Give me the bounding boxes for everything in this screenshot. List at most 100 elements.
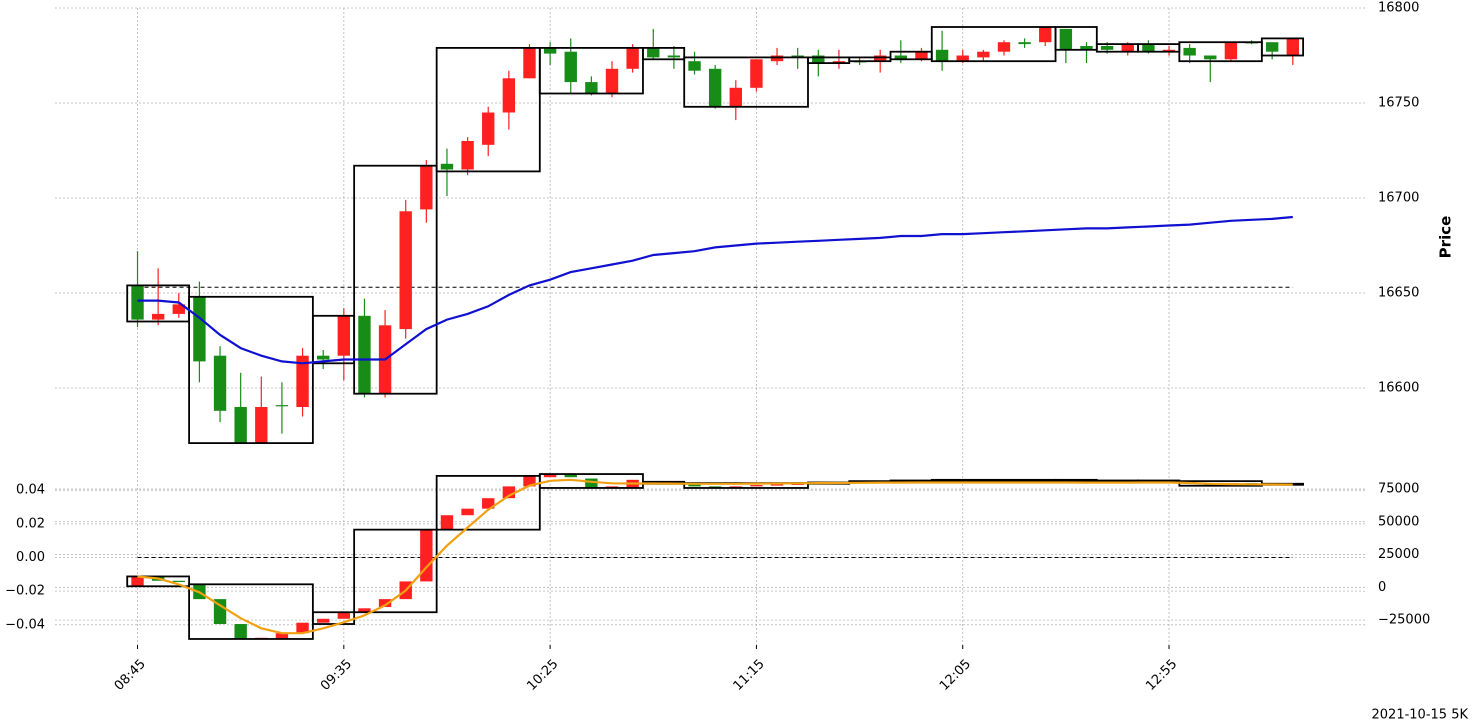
range-box <box>188 295 314 444</box>
candle-body <box>378 599 392 607</box>
footer: 2021-10-15 5K <box>1372 708 1469 723</box>
candle-body <box>1286 38 1299 56</box>
range-box <box>538 47 644 95</box>
range-box <box>642 47 686 61</box>
candle-body <box>564 51 577 83</box>
candle-body <box>585 478 598 488</box>
candle-body <box>296 355 309 407</box>
candle-body <box>193 296 206 362</box>
candle-body <box>502 486 516 499</box>
y-tick-label: 0 <box>1378 580 1386 595</box>
range-box <box>353 164 438 395</box>
candle-body <box>688 483 701 487</box>
x-tick-label: 08:45 <box>112 657 149 694</box>
candle-body <box>626 47 639 69</box>
y-tick-label: 16600 <box>1378 381 1419 396</box>
candle-body <box>915 51 928 60</box>
candle-body <box>461 508 474 516</box>
candle-body <box>172 304 185 314</box>
range-box <box>188 583 314 640</box>
y-tick-label: 16750 <box>1378 96 1419 111</box>
candle-body <box>440 515 454 530</box>
y-tick-label: −0.02 <box>5 584 45 599</box>
range-box <box>1054 26 1098 51</box>
x-tick-label: 12:05 <box>937 657 974 694</box>
range-box <box>1260 37 1305 57</box>
x-tick-label: 10:25 <box>524 657 561 694</box>
candle-body <box>708 68 722 107</box>
range-box <box>889 479 933 483</box>
y-tick-label: 75000 <box>1378 482 1419 497</box>
candle-body <box>791 55 804 57</box>
candle-body <box>832 61 846 64</box>
candle-body <box>482 498 495 509</box>
candle-body <box>337 315 351 356</box>
candle-body <box>812 55 825 64</box>
candle-body <box>667 55 681 58</box>
candle-body <box>213 355 227 411</box>
candle-body <box>399 211 412 330</box>
candle-body <box>564 474 577 478</box>
candle-body <box>275 633 289 639</box>
candle-body <box>977 51 990 58</box>
candle-body <box>1100 46 1114 50</box>
y-tick-label: 16650 <box>1378 286 1419 301</box>
candle-body <box>337 612 351 619</box>
candle-body <box>523 47 536 79</box>
range-box <box>930 26 1057 63</box>
y-tick-label: 16700 <box>1378 191 1419 206</box>
range-box <box>1054 478 1098 483</box>
candle-body <box>750 485 763 487</box>
candle-body <box>874 55 887 62</box>
candle-body <box>523 475 536 487</box>
candle-body <box>956 55 969 62</box>
range-box <box>126 575 190 588</box>
candle-body <box>420 529 433 582</box>
candle-body <box>440 163 454 170</box>
y-tick-label: 0.00 <box>16 550 45 565</box>
candle-body <box>1039 27 1052 43</box>
candle-body <box>461 141 474 170</box>
candle-body <box>997 42 1011 52</box>
candle-body <box>605 68 619 94</box>
candle-body <box>1142 44 1155 52</box>
candle-body <box>605 486 619 488</box>
line-series <box>137 215 1293 365</box>
x-tick-label: 09:35 <box>318 657 355 694</box>
candle-body <box>894 55 908 60</box>
y-tick-label: −25000 <box>1378 613 1430 628</box>
candle-body <box>131 285 144 320</box>
candle-body <box>151 313 165 320</box>
x-tick-label: 12:55 <box>1143 657 1180 694</box>
candle-body <box>420 165 433 210</box>
y-tick-label: 16800 <box>1378 1 1419 16</box>
candle-body <box>1121 44 1134 52</box>
candle-body <box>296 622 309 634</box>
range-box <box>353 528 438 614</box>
y-tick-label: 25000 <box>1378 547 1419 562</box>
range-box <box>435 47 541 173</box>
range-box <box>1137 479 1181 483</box>
candle-body <box>234 407 247 444</box>
range-box <box>683 56 809 108</box>
candle-body <box>770 484 784 486</box>
candle-body <box>255 407 268 444</box>
x-tick-label: 11:15 <box>731 657 768 694</box>
candle-body <box>729 486 742 488</box>
candle-body <box>585 82 598 94</box>
candle-body <box>729 87 742 107</box>
candle-body <box>1204 55 1217 60</box>
candle-body <box>317 618 330 623</box>
candle-body <box>1018 42 1031 45</box>
candle-body <box>1224 42 1238 60</box>
candle-body <box>1183 47 1196 56</box>
candle-body <box>935 49 949 62</box>
y-tick-label: 50000 <box>1378 514 1419 529</box>
y-tick-label: −0.04 <box>5 617 45 632</box>
range-box <box>435 474 541 531</box>
candle-body <box>1162 49 1176 52</box>
candle-body <box>358 608 371 613</box>
y-axis-label: Price <box>1437 216 1455 259</box>
range-box <box>930 478 1057 483</box>
